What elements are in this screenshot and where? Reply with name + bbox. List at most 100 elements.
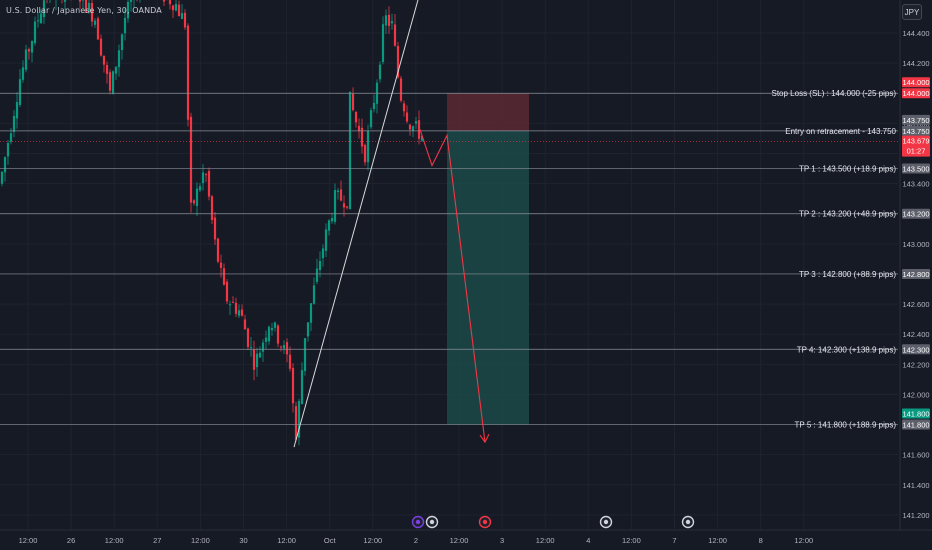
candle-body [405,112,409,122]
candle-body [297,400,301,438]
candle-body [330,218,334,222]
candle-body [24,49,28,70]
time-tick-label: Oct [324,536,337,545]
level-price-tag-label: 142.300 [902,345,929,354]
stop-loss-zone [447,93,529,131]
price-tick-label: 142.200 [902,360,929,369]
candle-body [111,71,115,94]
take-profit-zone [447,130,529,425]
price-tick-label: 141.200 [902,511,929,520]
time-tick-label: 12:00 [105,536,124,545]
projection-arrow-head [479,433,490,444]
candle-body [231,301,235,303]
time-tick-label: 12:00 [536,536,555,545]
candle-body [198,186,202,191]
candle-body [360,127,364,147]
time-tick-label: 12:00 [622,536,641,545]
candle-body [96,18,100,40]
time-tick-label: 2 [414,536,418,545]
candle-body [114,66,118,74]
candle-body [129,0,133,2]
time-tick-label: 4 [586,536,590,545]
event-marker-dot [429,519,435,525]
candle-body [237,310,241,316]
time-axis[interactable]: 12:00 26 12:00 27 12:00 30 12:00 Oct 12:00 2 12:00… [0,529,932,545]
candle-body [9,133,13,142]
time-tick-label: 12:00 [794,536,813,545]
event-marker-dot [685,519,691,525]
level-price-tag [902,125,930,136]
current-price-tag [902,135,930,157]
level-price-tag-label: 143.200 [902,210,929,219]
candle-body [381,24,385,63]
candle-body [126,1,130,19]
candle-body [315,268,319,282]
current-price-label: 143.679 [902,137,929,146]
candle-body [117,50,121,68]
candle-body [306,322,310,337]
time-tick-label: 26 [67,536,75,545]
candle-body [420,135,424,141]
level-price-tag [902,268,930,279]
candle-body [228,304,232,306]
candle-body [192,200,196,204]
candle-body [99,38,103,56]
candle-body [276,325,280,344]
symbol-title: U.S. Dollar / Japanese Yen, 30, OANDA [6,6,162,15]
event-marker-dot [415,519,421,525]
candle-body [63,0,67,2]
candle-body [309,303,313,323]
candle-body [30,41,34,53]
extra-price-tag-label: 144.000 [902,78,929,87]
event-marker-dot [603,519,609,525]
candle-body [411,126,415,131]
candle-body [327,220,331,231]
candle-body [258,352,262,358]
candle-body [402,103,406,112]
time-tick-label: 12:00 [708,536,727,545]
candle-body [171,5,175,11]
price-tick-label: 141.400 [902,481,929,490]
price-axis[interactable]: 144.400144.200144.000143.800143.600143.4… [899,0,932,550]
candle-body [291,367,295,404]
time-tick-label: 12:00 [19,536,38,545]
price-tick-label: 142.400 [902,330,929,339]
price-tick-label: 142.600 [902,300,929,309]
price-tick-label: 144.200 [902,59,929,68]
candle-body [372,102,376,109]
candle-body [357,125,361,132]
candle-body [282,345,286,349]
time-tick-label: 27 [153,536,161,545]
time-tick-label: 7 [672,536,676,545]
trend-line [293,0,419,448]
candle-body [399,78,403,101]
time-tick-label: 12:00 [450,536,469,545]
candle-body [102,55,106,65]
candle-body [15,102,19,119]
candle-body [417,120,421,139]
candle-body [390,21,394,24]
candle-body [261,342,265,352]
candles [0,0,424,446]
candle-body [174,3,178,11]
level-label: Stop Loss (SL) : 144.000 (-25 pips) [771,89,896,98]
projection-path [419,129,486,443]
candle-body [213,217,217,240]
candle-body [0,171,4,184]
candle-body [243,319,247,330]
time-tick-label: 30 [239,536,247,545]
drawings [293,0,490,448]
currency-button[interactable]: JPY [902,4,922,20]
candle-body [321,248,325,259]
candle-body [294,406,298,440]
level-label: TP 2 : 143.200 (+48.9 pips) [799,210,896,219]
candle-body [393,24,397,46]
extra-price-tag-label: 143.750 [902,116,929,125]
candle-body [216,238,220,262]
candle-body [354,111,358,123]
level-label: Entry on retracement - 143.750 [785,127,896,136]
event-markers[interactable] [411,515,695,529]
level-price-tag [902,419,930,430]
candle-body [27,49,31,52]
